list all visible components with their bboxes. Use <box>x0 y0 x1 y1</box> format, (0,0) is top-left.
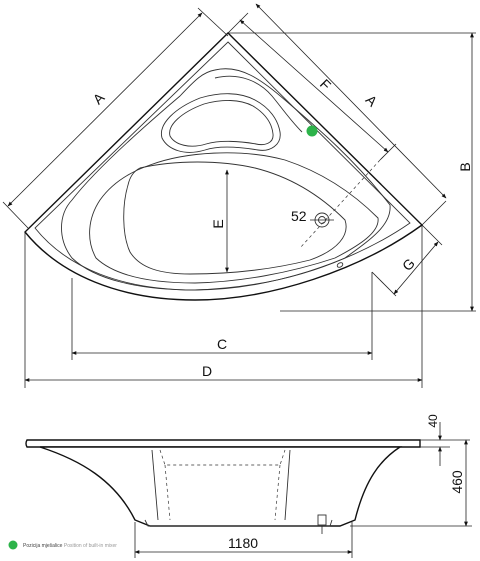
side-rim <box>25 439 421 448</box>
dimension-label-D: D <box>202 363 212 379</box>
side-inner-well <box>159 449 286 466</box>
ext-line-G-1 <box>371 271 397 297</box>
ext-line-A-right-1 <box>421 200 447 226</box>
side-body <box>39 446 403 527</box>
dimension-label-460: 460 <box>449 470 465 494</box>
legend-text-primary: Pozicija mješalice <box>23 543 63 549</box>
side-view: 40 460 1180 <box>25 414 472 558</box>
legend-marker <box>8 540 18 550</box>
top-view: E 52 A F A B G C <box>2 3 476 388</box>
legend-text-secondary: Position of built-in mixer <box>64 543 117 549</box>
dimension-label-52: 52 <box>291 208 307 224</box>
dimension-label-C: C <box>217 336 227 352</box>
dimension-label-G: G <box>399 255 418 274</box>
ext-line-G-2 <box>421 224 443 246</box>
dimension-label-40: 40 <box>426 414 440 428</box>
mixer-position-marker <box>306 125 318 137</box>
drain-pipe <box>317 514 327 526</box>
dimension-label-1180: 1180 <box>228 535 258 551</box>
dimension-label-E: E <box>210 219 226 228</box>
ext-line-A-left-1 <box>2 201 29 229</box>
tub-outer-rim <box>24 32 424 301</box>
legend: Pozicija mješalice Position of built-in … <box>8 540 117 550</box>
dimension-line-A-left <box>7 12 203 207</box>
dimension-line-G <box>393 241 439 295</box>
side-base <box>144 519 333 527</box>
dimension-label-A-right: A <box>363 92 381 110</box>
ext-line-F-1 <box>227 12 249 34</box>
dimension-line-A-right <box>255 3 447 199</box>
legend-text: Pozicija mješalice Position of built-in … <box>23 543 117 549</box>
dimension-label-A-left: A <box>90 89 108 107</box>
dimension-label-B: B <box>457 162 473 171</box>
overflow-outlet <box>336 262 344 268</box>
ext-line-A-left-2 <box>197 7 229 37</box>
side-inner-lines <box>151 449 291 521</box>
